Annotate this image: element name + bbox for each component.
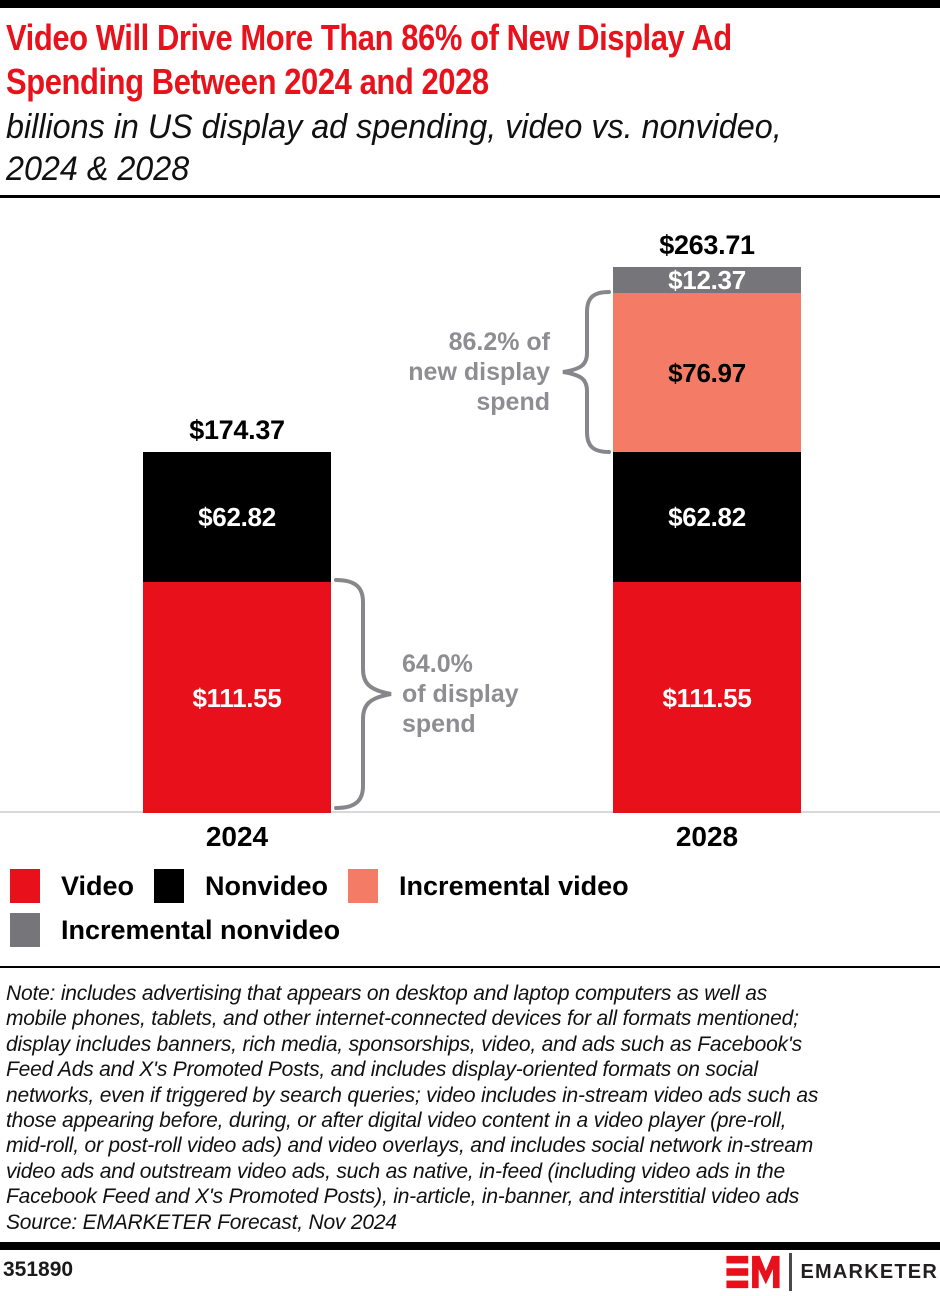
bar-2028: $111.55 $62.82 $76.97 $12.37 xyxy=(613,267,801,813)
legend-item-incremental-video: Incremental video xyxy=(348,869,629,903)
legend-label: Incremental video xyxy=(399,870,629,901)
legend-label: Incremental nonvideo xyxy=(61,914,341,945)
note-text: Note: includes advertising that appears … xyxy=(6,981,938,1235)
chart-id: 351890 xyxy=(3,1258,74,1281)
note-line: Note: includes advertising that appears … xyxy=(6,982,768,1005)
bar-segment-nonvideo: $62.82 xyxy=(143,452,331,582)
legend-row: Video Nonvideo Incremental video xyxy=(10,869,629,903)
em-monogram-icon xyxy=(725,1255,780,1289)
note-line: those appearing before, during, or after… xyxy=(6,1109,787,1133)
bottom-black-bar xyxy=(0,1242,940,1250)
legend-swatch xyxy=(10,869,40,903)
legend-item-video: Video xyxy=(10,869,134,903)
legend-swatch xyxy=(154,869,185,903)
note-line: Source: EMARKETER Forecast, Nov 2024 xyxy=(6,1210,397,1234)
annotation-line: 64.0% xyxy=(402,650,473,678)
bar-total-label: $174.37 xyxy=(189,415,285,445)
annotation-line: spend xyxy=(402,710,476,738)
x-axis-label-2028: 2028 xyxy=(675,821,739,852)
title-line: Spending Between 2024 and 2028 xyxy=(6,61,489,102)
annotation-line: new display xyxy=(408,358,550,386)
bar-segment-video: $111.55 xyxy=(143,582,331,813)
legend-row: Incremental nonvideo xyxy=(10,913,629,947)
bar-total-label: $263.71 xyxy=(659,230,755,260)
note-line: mid-roll, or post-roll video ads) and vi… xyxy=(6,1134,813,1158)
logo-divider xyxy=(788,1253,792,1291)
page-title: Video Will Drive More Than 86% of New Di… xyxy=(6,16,918,104)
bar-segment-video: $111.55 xyxy=(613,582,801,813)
bar-2024: $111.55 $62.82 xyxy=(143,452,331,813)
brace-new-display-share xyxy=(562,290,611,454)
page-subtitle: billions in US display ad spending, vide… xyxy=(6,106,940,190)
brand-wordmark: EMARKETER xyxy=(800,1260,938,1283)
note-divider xyxy=(0,966,940,968)
legend: Video Nonvideo Incremental video Increment… xyxy=(10,869,629,957)
legend-item-nonvideo: Nonvideo xyxy=(154,869,328,903)
stacked-bar-chart: 86.2% of new display spend 64.0% of disp… xyxy=(0,199,940,862)
legend-label: Nonvideo xyxy=(205,870,329,901)
header-divider xyxy=(0,195,940,198)
note-line: mobile phones, tablets, and other intern… xyxy=(6,1007,799,1031)
subtitle-line: 2024 & 2028 xyxy=(6,150,190,188)
top-black-bar xyxy=(0,0,940,8)
annotation-line: of display xyxy=(402,680,519,708)
legend-item-incremental-nonvideo: Incremental nonvideo xyxy=(10,913,340,947)
subtitle-line: billions in US display ad spending, vide… xyxy=(6,108,782,146)
annotation-line: spend xyxy=(476,388,550,416)
annotation-line: 86.2% of xyxy=(448,328,550,356)
annotation-display-share: 64.0% of display spend xyxy=(402,649,519,739)
bar-segment-incremental-video: $76.97 xyxy=(613,293,801,452)
note-line: networks, even if triggered by search qu… xyxy=(6,1083,819,1107)
note-line: video ads and outstream video ads, such … xyxy=(6,1159,785,1183)
emarketer-logo: EMARKETER xyxy=(725,1253,938,1291)
legend-swatch xyxy=(348,869,379,903)
note-line: Facebook Feed and X's Promoted Posts), i… xyxy=(6,1185,800,1209)
annotation-new-display-share: 86.2% of new display spend xyxy=(408,327,550,417)
legend-label: Video xyxy=(61,870,135,901)
bar-segment-incremental-nonvideo: $12.37 xyxy=(613,267,801,293)
x-axis-label-2024: 2024 xyxy=(205,821,269,852)
legend-swatch xyxy=(10,913,40,947)
note-line: Feed Ads and X's Promoted Posts, and inc… xyxy=(6,1058,758,1082)
bar-segment-nonvideo: $62.82 xyxy=(613,452,801,582)
note-line: display includes banners, rich media, sp… xyxy=(6,1032,802,1056)
brace-display-share xyxy=(334,578,392,810)
title-line: Video Will Drive More Than 86% of New Di… xyxy=(6,17,732,58)
x-axis-line xyxy=(0,811,940,813)
